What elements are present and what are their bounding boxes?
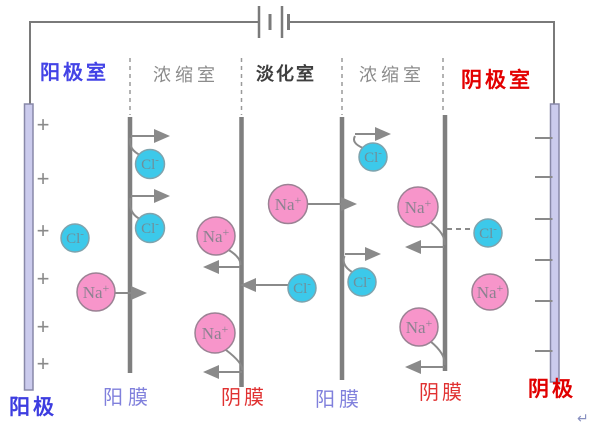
plus-sign: + xyxy=(37,112,50,137)
electrode-label-cathode: 阴极 xyxy=(528,378,576,401)
membrane-label-cation-2: 阳膜 xyxy=(315,389,363,411)
paragraph-return-mark: ↵ xyxy=(577,410,589,426)
plus-sign: + xyxy=(37,266,50,291)
bounce-hook xyxy=(225,349,244,371)
na-ion-label: Na+ xyxy=(405,196,432,217)
na-ion xyxy=(399,307,439,347)
bounce-hook xyxy=(429,340,446,366)
membrane-label-anion-2: 阴膜 xyxy=(419,382,465,404)
chamber-label-anode: 阳极室 xyxy=(40,62,109,84)
chamber-label-cathode: 阴极室 xyxy=(461,69,533,92)
na-ion-label: Na+ xyxy=(202,322,229,343)
cl-ion xyxy=(347,267,377,297)
electrode-label-anode: 阳极 xyxy=(9,396,57,419)
cl-ion-label: Cl- xyxy=(479,223,497,242)
cl-ion xyxy=(60,223,90,253)
cl-ion xyxy=(358,142,388,172)
na-ion xyxy=(196,216,236,256)
anode-bar xyxy=(23,103,34,391)
bounce-hook xyxy=(129,137,141,156)
bounce-hook xyxy=(342,255,353,273)
plus-sign: + xyxy=(37,351,50,376)
plus-sign: + xyxy=(37,166,50,191)
na-ion-label: Na+ xyxy=(275,193,302,214)
cl-ion xyxy=(287,273,317,303)
plus-sign: + xyxy=(37,218,50,243)
circuit-wire xyxy=(29,21,555,110)
na-ion xyxy=(76,272,116,312)
cl-ion-label: Cl- xyxy=(293,278,311,297)
bounce-hook xyxy=(226,248,242,266)
cl-ion-label: Cl- xyxy=(66,228,84,247)
bounce-hook xyxy=(429,221,446,246)
na-ion xyxy=(397,186,439,228)
plus-sign: + xyxy=(37,314,50,339)
cl-ion-label: Cl- xyxy=(141,154,159,173)
na-ion xyxy=(194,312,236,354)
na-ion-label: Na+ xyxy=(406,316,433,337)
na-ion-label: Na+ xyxy=(83,281,110,302)
cl-ion-label: Cl- xyxy=(141,218,159,237)
na-ion-label: Na+ xyxy=(203,225,230,246)
membrane-label-anion-1: 阴膜 xyxy=(221,387,267,409)
chamber-label-concentrate-1: 浓缩室 xyxy=(153,65,219,85)
bounce-hook xyxy=(129,197,141,220)
bounce-hook xyxy=(353,135,364,149)
cl-ion xyxy=(473,218,503,248)
na-ion-label: Na+ xyxy=(477,281,504,302)
chamber-label-dilute: 淡化室 xyxy=(256,64,316,84)
cl-ion-label: Cl- xyxy=(364,147,382,166)
na-ion xyxy=(267,183,309,225)
cl-ion xyxy=(134,148,166,180)
chamber-label-concentrate-2: 浓缩室 xyxy=(359,65,425,85)
na-ion xyxy=(471,273,509,311)
cl-ion xyxy=(134,212,166,244)
membrane-label-cation-1: 阳膜 xyxy=(103,387,153,409)
cathode-bar xyxy=(549,103,560,383)
cl-ion-label: Cl- xyxy=(353,272,371,291)
